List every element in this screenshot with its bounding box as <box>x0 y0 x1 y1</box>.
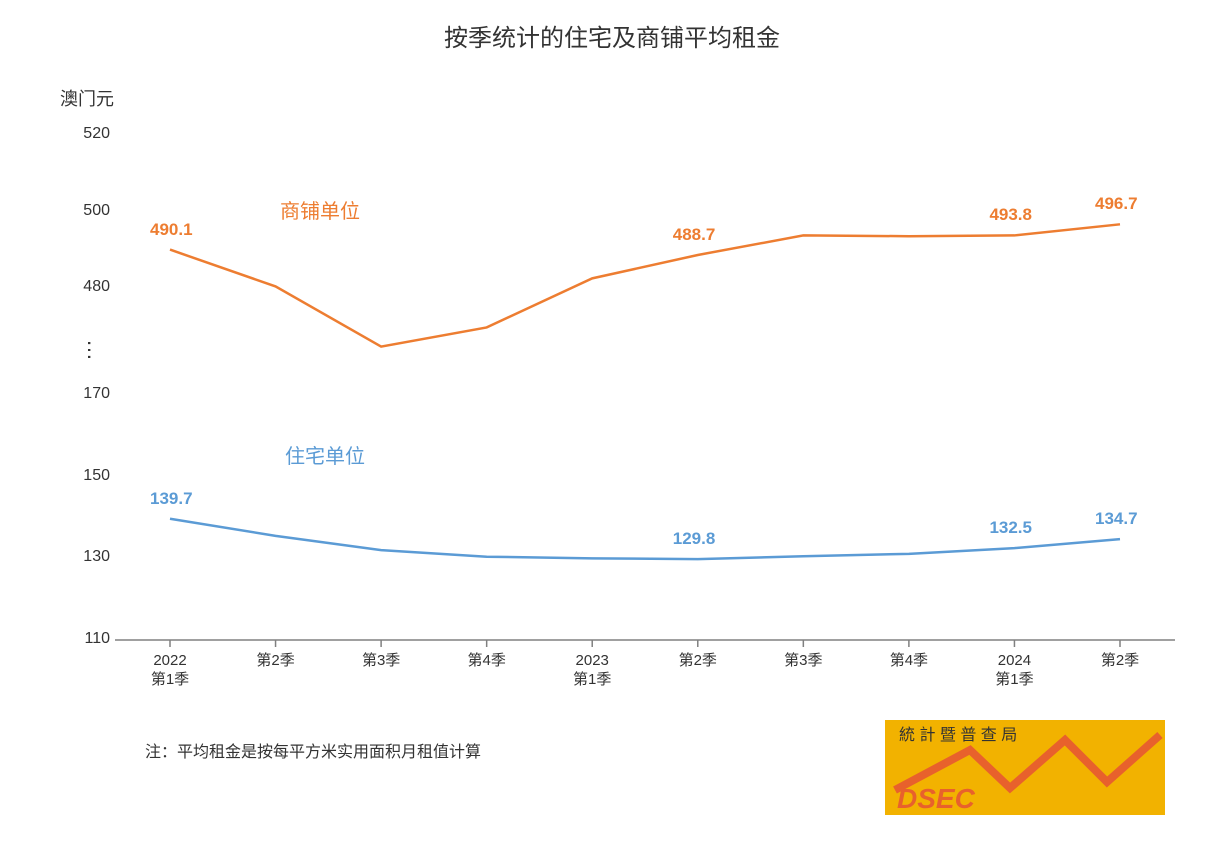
series-label-commercial: 商铺单位 <box>280 195 360 224</box>
data-point-label: 490.1 <box>150 220 193 240</box>
svg-text:統 計 暨 普 查 局: 統 計 暨 普 查 局 <box>899 726 1017 744</box>
data-point-label: 496.7 <box>1095 194 1138 214</box>
data-point-label: 134.7 <box>1095 509 1138 529</box>
data-point-label: 493.8 <box>989 205 1032 225</box>
series-label-residential: 住宅单位 <box>285 440 365 469</box>
dsec-logo: 統 計 暨 普 查 局 DSEC <box>885 720 1165 815</box>
data-point-label: 129.8 <box>673 529 716 549</box>
data-point-label: 139.7 <box>150 489 193 509</box>
data-point-label: 488.7 <box>673 225 716 245</box>
chart-footnote: 注：平均租金是按每平方米实用面积月租值计算 <box>145 738 481 762</box>
svg-text:DSEC: DSEC <box>897 783 976 814</box>
data-point-label: 132.5 <box>989 518 1032 538</box>
